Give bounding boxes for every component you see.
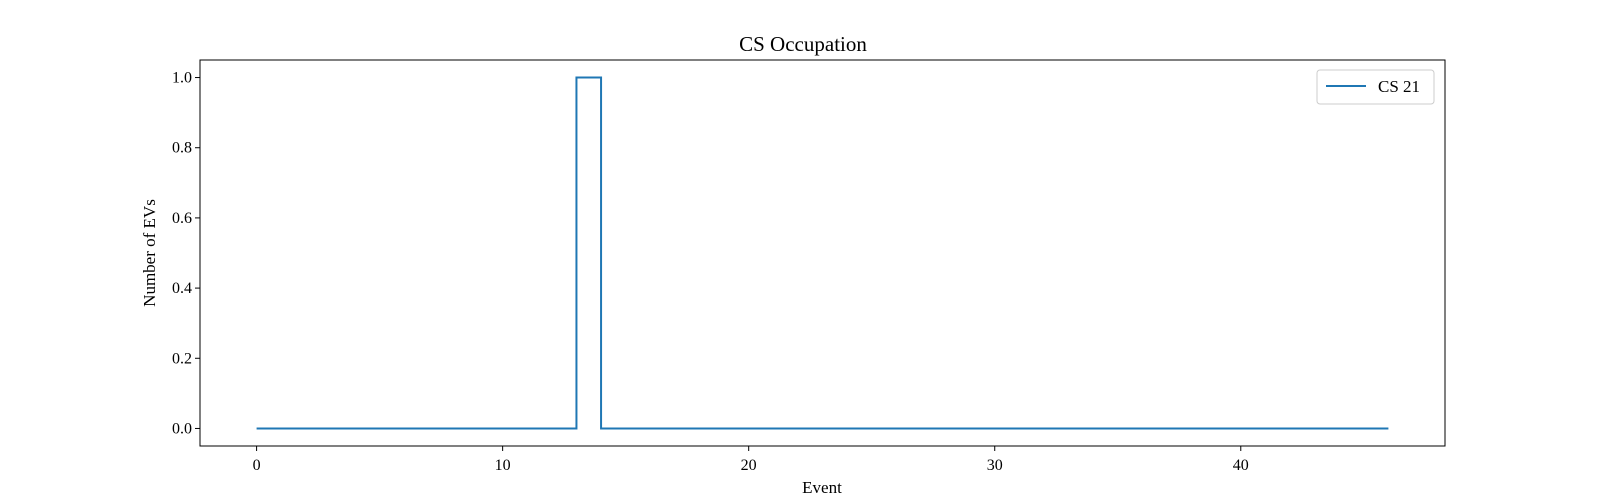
legend-box [1316, 69, 1435, 105]
legend: CS 21 [1316, 69, 1435, 105]
y-axis-label: Number of EVs [140, 199, 159, 307]
x-tick-label: 0 [253, 457, 261, 474]
chart-title: CS Occupation [739, 32, 867, 56]
y-tick-label: 0.6 [172, 210, 192, 227]
legend-label-cs-21: CS 21 [1378, 77, 1420, 96]
x-tick-label: 10 [495, 457, 511, 474]
y-tick-label: 0.0 [172, 420, 192, 437]
x-axis-label: Event [802, 478, 842, 497]
y-axis-ticks: 0.0 0.2 0.4 0.6 0.8 1.0 [172, 70, 200, 437]
series-line-cs-21 [256, 76, 1389, 430]
series-layer [256, 76, 1389, 430]
x-tick-label: 20 [741, 457, 757, 474]
x-tick-label: 40 [1233, 457, 1249, 474]
axes-frame [199, 59, 1446, 447]
plot-area [199, 59, 1446, 447]
y-tick-label: 0.8 [172, 140, 192, 157]
y-tick-label: 0.2 [172, 350, 192, 367]
y-tick-label: 1.0 [172, 70, 192, 87]
y-tick-label: 0.4 [172, 280, 192, 297]
x-tick-label: 30 [987, 457, 1003, 474]
x-axis-ticks: 0 10 20 30 40 [253, 446, 1249, 474]
